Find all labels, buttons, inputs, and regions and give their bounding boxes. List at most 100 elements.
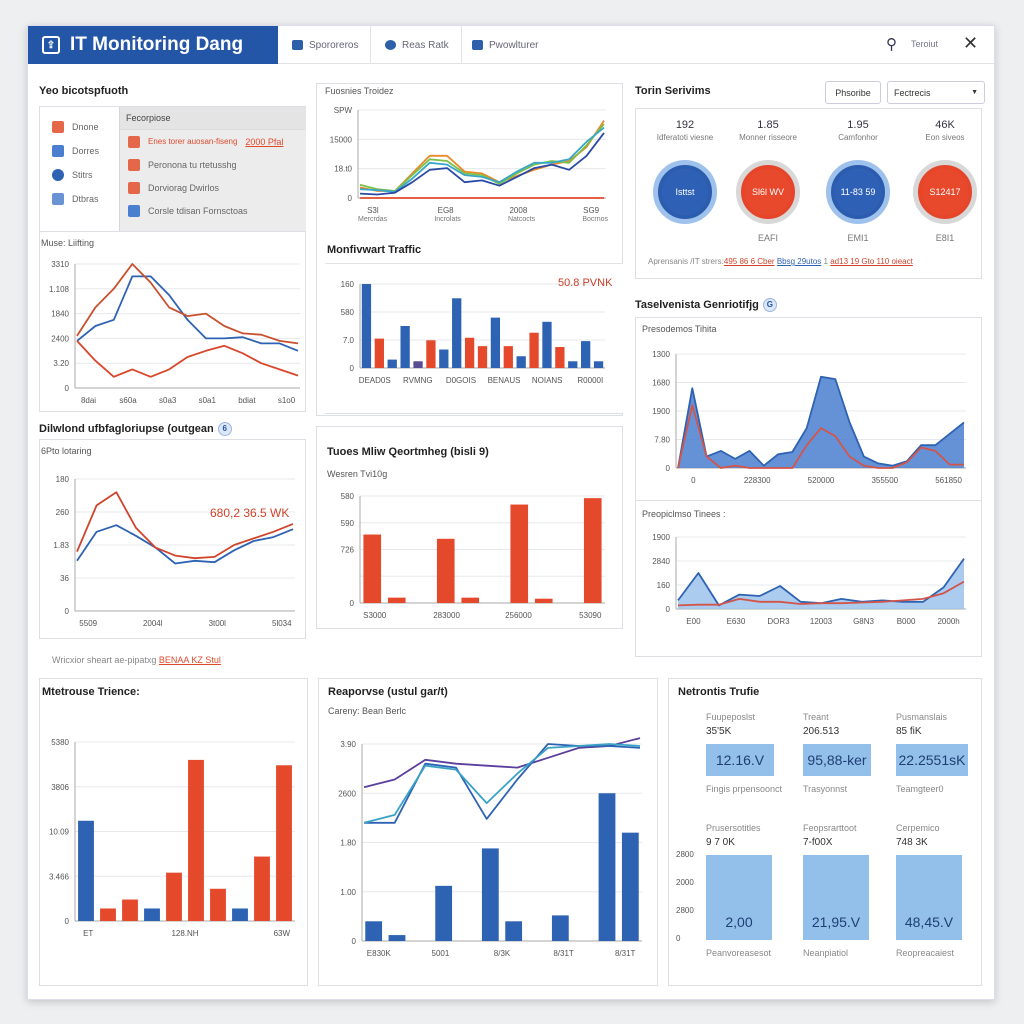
bar[interactable] bbox=[388, 935, 406, 941]
series-line-A[interactable] bbox=[363, 737, 641, 789]
bar[interactable] bbox=[593, 361, 604, 368]
describe-button[interactable]: Phsoribe bbox=[825, 81, 881, 104]
bar[interactable] bbox=[439, 349, 449, 368]
x-tick-label: 283000 bbox=[433, 611, 460, 620]
monitor-icon bbox=[292, 40, 303, 50]
service-gauge[interactable]: S12417 bbox=[913, 160, 977, 224]
bar[interactable] bbox=[122, 899, 138, 921]
bar[interactable] bbox=[510, 504, 529, 603]
nav-label: Spororeros bbox=[309, 39, 359, 51]
detail-item[interactable]: Enes torer auosan-fiseng 2000 Pfal bbox=[120, 130, 306, 153]
gauge-caption: EAFI bbox=[757, 233, 778, 243]
footer-link[interactable]: Bbsg 29utos bbox=[776, 257, 822, 266]
series-line-C[interactable] bbox=[76, 340, 299, 378]
bar[interactable] bbox=[481, 848, 499, 941]
bar[interactable] bbox=[166, 872, 182, 921]
bar[interactable] bbox=[464, 337, 475, 368]
search-icon[interactable]: ⚲ bbox=[886, 36, 897, 53]
bar[interactable] bbox=[503, 346, 513, 368]
bar[interactable] bbox=[551, 915, 569, 941]
close-icon[interactable]: ✕ bbox=[963, 33, 979, 53]
service-gauge[interactable]: Sl6l WV bbox=[736, 160, 800, 224]
bar[interactable] bbox=[400, 326, 410, 368]
series-line-B[interactable] bbox=[76, 263, 299, 345]
bar[interactable] bbox=[363, 534, 382, 603]
search-label[interactable]: Teroiut bbox=[911, 39, 939, 49]
bar[interactable] bbox=[78, 820, 94, 921]
series-line-A[interactable] bbox=[677, 375, 965, 469]
bar[interactable] bbox=[374, 338, 384, 368]
form-icon bbox=[128, 204, 140, 217]
footer-link[interactable]: ad13 19 Gto 110 oieact bbox=[830, 257, 913, 266]
bar[interactable] bbox=[426, 340, 436, 368]
list-item[interactable]: Dnone bbox=[52, 115, 119, 139]
bar[interactable] bbox=[436, 538, 455, 603]
series-line-D[interactable] bbox=[359, 132, 605, 196]
y-tick-label: 0 bbox=[348, 194, 353, 203]
bar[interactable] bbox=[452, 298, 462, 368]
y-tick-label: 1900 bbox=[652, 533, 670, 542]
footer-link[interactable]: 495 86 6 Cber bbox=[723, 257, 775, 266]
nav-item-2[interactable]: Reas Ratk bbox=[373, 26, 462, 64]
bar[interactable] bbox=[581, 341, 591, 368]
bar[interactable] bbox=[276, 765, 292, 921]
app-title[interactable]: ⇪ IT Monitoring Dang bbox=[28, 26, 278, 64]
service-gauge[interactable]: 11-83 59 bbox=[826, 160, 890, 224]
x-tick-label: 12003 bbox=[810, 617, 833, 626]
list-item[interactable]: Dorres bbox=[52, 139, 119, 163]
bar[interactable] bbox=[583, 498, 602, 603]
list-item[interactable]: Stitrs bbox=[52, 163, 119, 187]
bar[interactable] bbox=[413, 361, 423, 368]
detail-value[interactable]: 2000 Pfal bbox=[245, 136, 284, 147]
bar[interactable] bbox=[529, 332, 539, 368]
bar[interactable] bbox=[555, 347, 565, 368]
bar[interactable] bbox=[490, 317, 501, 368]
detail-item[interactable]: Dorviorag Dwirlos bbox=[120, 176, 306, 199]
bar[interactable] bbox=[516, 356, 526, 368]
bar[interactable] bbox=[100, 908, 116, 921]
stat-label: Camfonhor bbox=[838, 133, 878, 142]
bar[interactable] bbox=[254, 856, 270, 921]
bar[interactable] bbox=[542, 321, 552, 368]
nav-item-1[interactable]: Spororeros bbox=[280, 26, 372, 64]
series-line-C[interactable] bbox=[363, 743, 641, 824]
filter-select[interactable]: Fectrecis ▼ bbox=[887, 81, 985, 104]
bar[interactable] bbox=[387, 597, 406, 603]
bar[interactable] bbox=[621, 832, 639, 941]
bar[interactable] bbox=[361, 284, 372, 368]
y-tick-label: 590 bbox=[341, 519, 355, 528]
dashboard-window: ⇪ IT Monitoring Dang Spororeros Reas Ratk… bbox=[27, 25, 995, 1000]
footer-link[interactable]: BENAA KZ Stul bbox=[158, 655, 221, 665]
series-line-B[interactable] bbox=[677, 404, 964, 469]
series-line-A[interactable] bbox=[76, 275, 299, 352]
bar[interactable] bbox=[505, 921, 523, 941]
info-badge[interactable]: G bbox=[762, 298, 777, 312]
bar[interactable] bbox=[598, 793, 616, 941]
bar[interactable] bbox=[210, 888, 226, 921]
detail-item[interactable]: Peronona tu rtetusshg bbox=[120, 153, 306, 176]
net-value-box: 12.16.V bbox=[706, 744, 774, 776]
detail-item[interactable]: Corsle tdisan Fornsctoas bbox=[120, 199, 306, 222]
service-gauge[interactable]: Isttst bbox=[653, 160, 717, 224]
info-badge[interactable]: 6 bbox=[217, 422, 232, 436]
bar[interactable] bbox=[365, 921, 383, 941]
series-line-B[interactable] bbox=[359, 123, 605, 192]
bar[interactable] bbox=[461, 597, 480, 603]
bar[interactable] bbox=[534, 598, 553, 603]
series-line-C[interactable] bbox=[359, 126, 605, 193]
bar[interactable] bbox=[435, 885, 453, 941]
net-caption: Trasyonnst bbox=[803, 784, 848, 794]
bar[interactable] bbox=[387, 359, 397, 368]
bar[interactable] bbox=[232, 908, 248, 921]
y-tick-label: 0 bbox=[350, 599, 355, 608]
bar[interactable] bbox=[568, 361, 578, 368]
list-item[interactable]: Dtbras bbox=[52, 187, 119, 211]
series-line-A[interactable] bbox=[76, 524, 294, 565]
series-line-B[interactable] bbox=[677, 580, 965, 607]
bar[interactable] bbox=[477, 346, 488, 368]
series-line-B[interactable] bbox=[364, 743, 641, 824]
series-line-B[interactable] bbox=[76, 491, 294, 560]
nav-item-3[interactable]: Pwowlturer bbox=[460, 26, 550, 64]
bar[interactable] bbox=[188, 759, 204, 921]
bar[interactable] bbox=[144, 908, 160, 921]
